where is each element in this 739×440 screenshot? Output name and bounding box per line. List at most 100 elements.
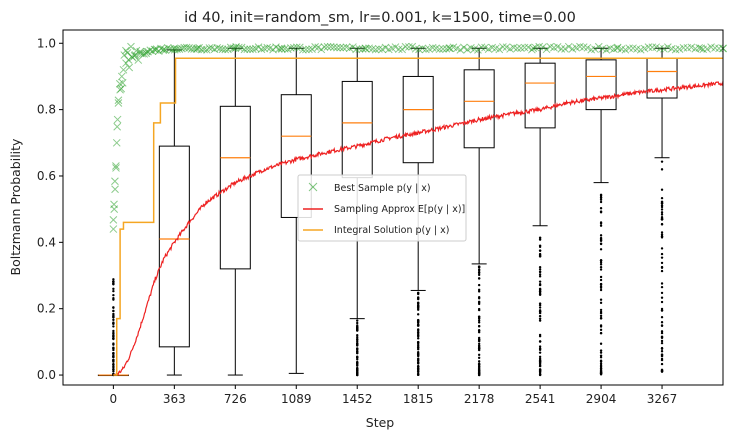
y-axis: 0.0 0.2 0.4 0.6 0.8 1.0: [37, 36, 63, 382]
box-flier: [416, 331, 420, 334]
box-flier: [416, 342, 420, 346]
box-flier: [660, 285, 664, 289]
box-body: [341, 80, 373, 179]
box-flier: [112, 289, 115, 293]
best-sample-marker: [477, 43, 486, 52]
best-sample-marker: [329, 43, 338, 51]
box-flier: [599, 370, 603, 373]
y-tick-label: 0.2: [37, 302, 56, 316]
best-sample-marker: [495, 45, 504, 54]
best-sample-marker: [660, 44, 668, 53]
box-flier: [416, 337, 420, 340]
box-flier: [477, 307, 481, 311]
box-flier: [416, 367, 420, 370]
y-axis-title: Boltzmann Probability: [8, 138, 23, 275]
best-sample-marker: [355, 45, 364, 53]
best-sample-marker: [305, 45, 313, 54]
best-sample-marker: [159, 46, 168, 55]
box-flier: [538, 314, 542, 318]
box-flier: [538, 270, 542, 273]
best-sample-marker: [439, 45, 447, 53]
x-tick-label: 2541: [525, 392, 556, 406]
box-flier: [660, 331, 664, 335]
box-flier: [599, 349, 603, 352]
box-flier: [112, 367, 115, 371]
box-flier: [599, 265, 603, 269]
box-flier: [416, 313, 420, 316]
box-flier: [416, 348, 420, 351]
box-flier: [538, 249, 542, 252]
best-sample-marker: [150, 45, 159, 54]
box-flier: [477, 297, 481, 300]
box-flier: [356, 337, 359, 341]
best-sample-marker: [109, 216, 118, 224]
box-flier: [477, 266, 481, 269]
x-tick-label: 726: [224, 392, 247, 406]
box-flier: [538, 289, 542, 293]
best-sample-marker: [349, 43, 357, 51]
best-sample-marker: [553, 43, 562, 51]
box-flier: [660, 160, 664, 163]
box-flier: [112, 359, 115, 363]
box-flier: [599, 312, 603, 315]
best-sample-marker: [474, 46, 482, 54]
best-sample-marker: [326, 42, 335, 51]
box-flier: [416, 345, 420, 349]
box-flier: [660, 217, 664, 221]
box-flier: [416, 369, 420, 372]
box-flier: [356, 341, 359, 345]
legend: Best Sample p(y | x) Sampling Approx E[p…: [297, 174, 467, 242]
best-sample-marker: [435, 45, 444, 54]
box-flier: [416, 373, 420, 377]
box-flier: [477, 271, 481, 275]
y-tick-label: 0.4: [37, 235, 56, 249]
box-flier: [599, 317, 603, 320]
best-sample-marker: [621, 45, 630, 54]
box-flier: [599, 288, 603, 292]
best-sample-marker: [663, 43, 672, 52]
best-sample-marker: [460, 43, 468, 52]
legend-frame: [297, 174, 467, 242]
box-flier: [599, 362, 603, 365]
box-flier: [538, 345, 542, 348]
legend-label-sampling-approx: Sampling Approx E[p(y | x)]: [334, 204, 465, 215]
box-flier: [416, 297, 420, 301]
box-flier: [112, 355, 115, 359]
box-flier: [477, 373, 481, 377]
box-flier: [538, 357, 542, 361]
best-sample-marker: [401, 42, 410, 51]
best-sample-marker: [263, 43, 272, 52]
box-flier: [660, 353, 664, 356]
box-1815: [402, 47, 434, 377]
box-flier: [660, 196, 664, 200]
box-flier: [599, 207, 603, 210]
best-sample-marker: [111, 177, 119, 186]
best-sample-marker: [644, 43, 653, 52]
best-sample-marker: [557, 45, 566, 53]
box-flier: [599, 324, 603, 327]
best-sample-marker: [200, 45, 209, 54]
box-2178: [463, 47, 495, 377]
box-flier: [538, 244, 542, 247]
best-sample-marker: [703, 45, 711, 53]
best-sample-marker: [177, 44, 186, 53]
box-flier: [112, 315, 115, 318]
box-flier: [477, 319, 481, 322]
box-flier: [538, 348, 542, 352]
best-sample-marker: [302, 45, 310, 54]
box-flier: [538, 319, 542, 322]
box-flier: [660, 350, 664, 353]
best-sample-marker: [564, 42, 573, 51]
box-flier: [112, 309, 115, 313]
box-flier: [477, 321, 481, 324]
box-flier: [599, 367, 603, 370]
box-flier: [477, 268, 481, 272]
box-flier: [112, 363, 115, 366]
box-flier: [477, 364, 481, 368]
box-flier: [538, 275, 542, 278]
box-body: [158, 145, 190, 348]
box-flier: [660, 265, 664, 269]
box-flier: [538, 355, 542, 359]
box-flier: [538, 340, 542, 343]
box-flier: [356, 369, 359, 372]
